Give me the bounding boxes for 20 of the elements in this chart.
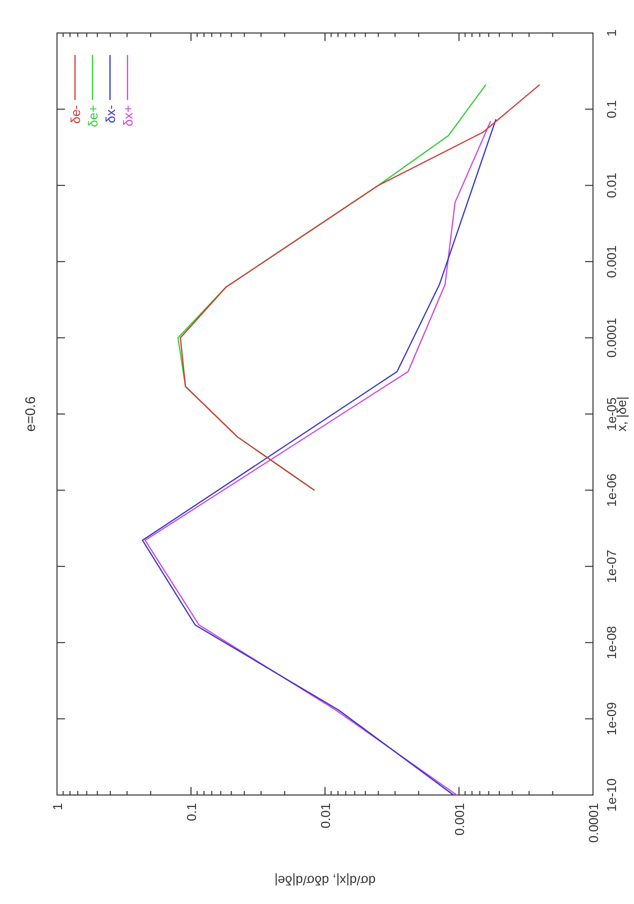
y-tick-label: 1e-06 (604, 474, 619, 507)
y-tick-label: 1 (604, 29, 619, 37)
text: e=0.6 (22, 396, 38, 432)
y-tick-label: 1e-07 (604, 550, 619, 584)
text: δx+ (120, 105, 136, 126)
y-tick-label: 1e-10 (604, 778, 619, 812)
text: δe- (68, 105, 83, 124)
text: δx- (103, 105, 118, 124)
y-tick-label: 0.1 (604, 100, 619, 118)
x-tick-label: 0.001 (452, 803, 467, 836)
x-tick-label: 0.01 (318, 803, 333, 828)
text: δe+ (86, 105, 100, 128)
x-tick-label: 1 (50, 803, 65, 810)
x-tick-label: 0.1 (184, 803, 199, 822)
y-tick-label: 1e-09 (604, 702, 619, 736)
y-tick-label: 0.01 (604, 172, 619, 198)
y-tick-label: 0.0001 (604, 318, 619, 358)
x-axis-title: dσ/d|x|, dδσ/d|δe| (274, 873, 376, 888)
y-tick-label: 1e-08 (604, 626, 619, 660)
y-tick-label: 0.001 (604, 245, 619, 278)
